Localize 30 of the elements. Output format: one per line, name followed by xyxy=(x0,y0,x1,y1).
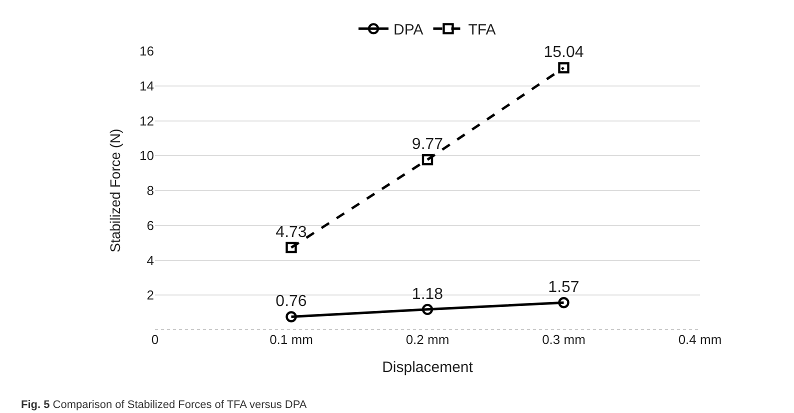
data-label: 1.57 xyxy=(548,278,580,296)
legend-label: TFA xyxy=(468,22,496,39)
point xyxy=(286,311,297,322)
data-label: 4.73 xyxy=(276,224,307,241)
point xyxy=(558,62,570,74)
y-tick-label: 4 xyxy=(146,252,154,268)
data-label: 15.04 xyxy=(544,44,584,62)
legend-label: DPA xyxy=(394,22,424,39)
point xyxy=(558,297,570,308)
y-tick-label: 10 xyxy=(140,148,154,164)
x-tick-label: 0.3 mm xyxy=(542,332,586,347)
y-tick-label: 14 xyxy=(140,78,154,94)
data-label: 1.18 xyxy=(412,286,444,303)
y-tick-label: 2 xyxy=(146,288,154,303)
x-tick-label: 0.2 mm xyxy=(406,332,450,347)
y-axis-title: Stabilized Force (N) xyxy=(107,128,124,252)
y-tick-label: 6 xyxy=(146,218,154,233)
y-tick-label: 8 xyxy=(146,183,154,198)
y-tick-label: 12 xyxy=(140,113,154,128)
point xyxy=(422,304,434,316)
caption: Fig. 5 Comparison of Stabilized Forces of TFA versus DPA xyxy=(21,399,308,411)
x-tick-label: 0 xyxy=(151,332,159,347)
data-label: 9.77 xyxy=(412,136,444,154)
y-tick-label: 16 xyxy=(140,44,154,59)
x-tick-label: 0.1 mm xyxy=(270,332,313,347)
data-label: 0.76 xyxy=(276,293,307,310)
x-tick-label: 0.4 mm xyxy=(678,332,722,347)
x-axis-title: Displacement xyxy=(382,359,474,376)
point xyxy=(422,154,434,166)
point xyxy=(286,242,297,254)
